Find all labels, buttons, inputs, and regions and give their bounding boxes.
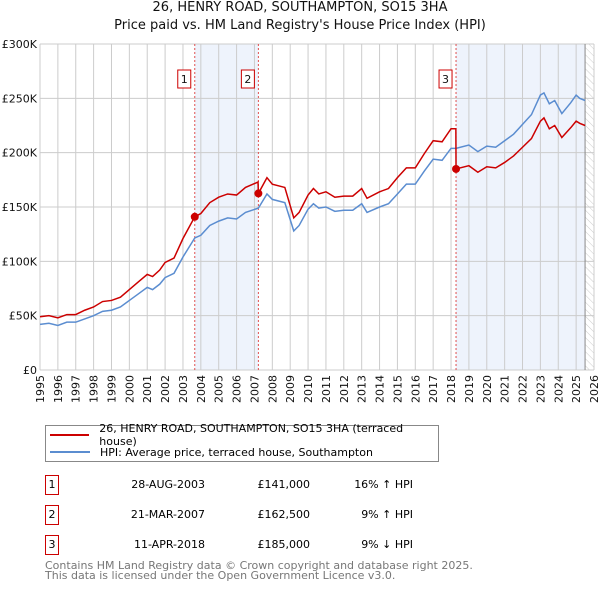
sale-point: [190, 212, 199, 221]
price-paid-line: [39, 116, 586, 319]
y-tick-label: £300K: [2, 38, 38, 51]
legend: 26, HENRY ROAD, SOUTHAMPTON, SO15 3HA (t…: [45, 422, 439, 462]
y-tick-label: £250K: [2, 92, 38, 105]
sale-price: £141,000: [257, 478, 311, 491]
x-tick-label: 2024: [552, 375, 565, 403]
x-tick-label: 2008: [266, 375, 279, 403]
x-tick-label: 2021: [499, 375, 512, 403]
y-tick-label: £150K: [2, 201, 38, 214]
x-tick-label: 2026: [588, 375, 600, 403]
sale-marker-badge: 1: [45, 475, 59, 495]
x-tick-label: 1998: [88, 375, 101, 403]
sale-label-box: [177, 69, 192, 89]
x-tick-label: 2004: [195, 375, 208, 403]
chart-title: 26, HENRY ROAD, SOUTHAMPTON, SO15 3HA: [152, 0, 448, 15]
sale-label: 1: [181, 73, 188, 86]
x-tick-label: 2019: [463, 375, 476, 403]
x-tick-label: 2015: [391, 375, 404, 403]
x-tick-label: 2013: [356, 375, 369, 403]
sale-marker-badge: 2: [45, 505, 59, 525]
x-tick-label: 1999: [105, 375, 118, 403]
x-tick-label: 2023: [534, 375, 547, 403]
sale-marker-badge: 3: [45, 535, 59, 555]
x-tick-label: 2009: [284, 375, 297, 403]
legend-item-hpi: HPI: Average price, terraced house, Sout…: [50, 444, 373, 460]
hpi-line: [39, 91, 586, 327]
x-tick-label: 2014: [374, 375, 387, 403]
x-tick-label: 2012: [338, 375, 351, 403]
y-tick-label: £100K: [2, 255, 38, 268]
legend-label: 26, HENRY ROAD, SOUTHAMPTON, SO15 3HA (t…: [99, 422, 404, 448]
x-tick-label: 2017: [427, 375, 440, 403]
sale-point: [452, 164, 461, 173]
x-tick-label: 2022: [517, 375, 530, 403]
x-tick-label: 2007: [248, 375, 261, 403]
x-tick-label: 2003: [177, 375, 190, 403]
legend-label: HPI: Average price, terraced house, Sout…: [100, 445, 373, 459]
sale-label-box: [438, 69, 453, 89]
x-tick-label: 1995: [34, 375, 47, 403]
x-tick-label: 2000: [123, 375, 136, 403]
sale-label: 2: [244, 73, 251, 86]
x-tick-label: 2002: [159, 375, 172, 403]
footer-copyright: Contains HM Land Registry data © Crown c…: [45, 559, 473, 572]
chart-subtitle: Price paid vs. HM Land Registry's House …: [114, 18, 486, 33]
legend-swatch: [50, 451, 90, 453]
sale-label: 3: [442, 73, 449, 86]
sale-row: 3 11-APR-2018 £185,000 9% ↓ HPI: [45, 535, 445, 555]
x-tick-label: 2016: [409, 375, 422, 403]
sale-label-box: [240, 69, 255, 89]
sale-price: £162,500: [257, 508, 311, 521]
sale-hpi-diff: 9% ↑ HPI: [361, 508, 413, 521]
x-tick-label: 2018: [445, 375, 458, 403]
sale-date: 21-MAR-2007: [130, 508, 205, 521]
sale-row: 2 21-MAR-2007 £162,500 9% ↑ HPI: [45, 505, 445, 525]
x-tick-label: 1997: [70, 375, 83, 403]
legend-swatch: [50, 434, 90, 436]
x-tick-label: 2020: [481, 375, 494, 403]
x-tick-label: 2006: [231, 375, 244, 403]
y-tick-label: £200K: [2, 147, 38, 160]
x-tick-label: 2011: [320, 375, 333, 403]
sale-row: 1 28-AUG-2003 £141,000 16% ↑ HPI: [45, 475, 445, 495]
x-tick-label: 2025: [570, 375, 583, 403]
line-chart: 1995 1996 1997 1998 1999 2000 2001 2002 2003 2004…: [2, 38, 600, 403]
x-tick-label: 2005: [213, 375, 226, 403]
sale-hpi-diff: 9% ↓ HPI: [361, 538, 413, 551]
legend-item-property: 26, HENRY ROAD, SOUTHAMPTON, SO15 3HA (t…: [50, 422, 438, 448]
footer-licence: This data is licensed under the Open Gov…: [45, 569, 396, 582]
sale-hpi-diff: 16% ↑ HPI: [354, 478, 413, 491]
sale-price: £185,000: [257, 538, 311, 551]
x-tick-label: 2001: [141, 375, 154, 403]
y-tick-label: £50K: [9, 310, 38, 323]
sale-date: 11-APR-2018: [133, 538, 205, 551]
sale-point: [254, 189, 263, 198]
x-tick-label: 2010: [302, 375, 315, 403]
x-tick-label: 1996: [52, 375, 65, 403]
y-tick-label: £0: [23, 364, 37, 377]
sale-date: 28-AUG-2003: [131, 478, 205, 491]
